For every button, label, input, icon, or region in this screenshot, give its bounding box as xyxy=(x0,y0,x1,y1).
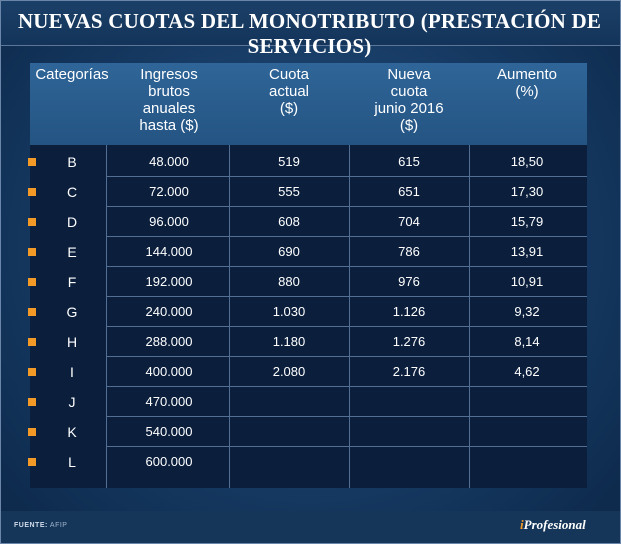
table-cell-new-fee xyxy=(354,447,464,477)
table-cell-increase: 4,62 xyxy=(514,364,540,379)
row-bullet-icon xyxy=(28,158,36,166)
table-cell-income: 144.000 xyxy=(145,244,193,259)
source-note: FUENTE: AFIP xyxy=(14,522,67,529)
table-cell-category: G xyxy=(66,304,78,320)
source-label: FUENTE: xyxy=(14,522,48,529)
table-cell-increase xyxy=(472,417,582,447)
table-cell-current-fee: 1.180 xyxy=(272,334,306,349)
table-cell-category: I xyxy=(70,364,74,380)
column-header-income: Ingresos brutos anuales hasta ($) xyxy=(139,66,199,134)
table-cell-new-fee: 1.126 xyxy=(392,304,426,319)
table-cell-current-fee: 2.080 xyxy=(272,364,306,379)
table-cell-increase: 15,79 xyxy=(510,214,544,229)
table-cell-income: 470.000 xyxy=(145,394,193,409)
table-cell-category: D xyxy=(66,214,78,230)
row-bullet-icon xyxy=(28,278,36,286)
table-cell-category: C xyxy=(66,184,78,200)
table-cell-category: F xyxy=(67,274,77,290)
table-cell-new-fee: 976 xyxy=(398,274,420,289)
row-bullet-icon xyxy=(28,368,36,376)
table-cell-category: K xyxy=(67,424,77,440)
column-divider xyxy=(106,145,107,488)
table-cell-income: 48.000 xyxy=(149,154,189,169)
brand-prefix: i xyxy=(520,517,524,532)
column-header-increase: Aumento (%) xyxy=(496,66,558,100)
column-header-current-fee: Cuota actual ($) xyxy=(268,66,310,117)
table-cell-new-fee xyxy=(354,387,464,417)
table-cell-increase: 18,50 xyxy=(510,154,544,169)
table-cell-category: L xyxy=(68,454,76,470)
table-cell-income: 72.000 xyxy=(149,184,189,199)
row-divider xyxy=(106,296,587,297)
table-cell-income: 96.000 xyxy=(149,214,189,229)
table-cell-new-fee: 786 xyxy=(398,244,420,259)
column-header-category: Categorías xyxy=(35,66,109,83)
brand-logo: iProfesional xyxy=(520,517,586,533)
table-cell-income: 240.000 xyxy=(145,304,193,319)
row-bullet-icon xyxy=(28,188,36,196)
table-cell-category: H xyxy=(66,334,78,350)
row-bullet-icon xyxy=(28,428,36,436)
column-header-new-fee: Nueva cuota junio 2016 ($) xyxy=(374,66,444,134)
table-cell-current-fee xyxy=(234,387,344,417)
page-title: NUEVAS CUOTAS DEL MONOTRIBUTO (PRESTACIÓ… xyxy=(17,9,602,58)
table-cell-category: J xyxy=(68,394,76,410)
row-divider xyxy=(106,386,587,387)
table-cell-increase: 10,91 xyxy=(510,274,544,289)
column-divider xyxy=(349,145,350,488)
row-divider xyxy=(106,206,587,207)
row-divider xyxy=(106,416,587,417)
table-cell-new-fee: 651 xyxy=(398,184,420,199)
table-cell-current-fee: 608 xyxy=(278,214,300,229)
table-cell-current-fee xyxy=(234,447,344,477)
brand-name: Profesional xyxy=(523,517,586,532)
row-divider xyxy=(106,236,587,237)
table-cell-current-fee: 880 xyxy=(278,274,300,289)
table-cell-income: 400.000 xyxy=(145,364,193,379)
table-cell-current-fee: 1.030 xyxy=(272,304,306,319)
table-cell-category: E xyxy=(67,244,77,260)
title-bar xyxy=(1,1,620,46)
row-bullet-icon xyxy=(28,218,36,226)
table-cell-current-fee: 555 xyxy=(278,184,300,199)
row-bullet-icon xyxy=(28,398,36,406)
source-value: AFIP xyxy=(49,522,68,529)
row-divider xyxy=(106,326,587,327)
table-header xyxy=(30,63,587,145)
table-cell-increase: 9,32 xyxy=(514,304,540,319)
table-cell-new-fee xyxy=(354,417,464,447)
row-bullet-icon xyxy=(28,338,36,346)
row-divider xyxy=(106,446,587,447)
row-divider xyxy=(106,356,587,357)
table-cell-new-fee: 1.276 xyxy=(392,334,426,349)
table-cell-increase xyxy=(472,387,582,417)
row-bullet-icon xyxy=(28,308,36,316)
table-cell-current-fee: 690 xyxy=(278,244,300,259)
table-cell-income: 288.000 xyxy=(145,334,193,349)
table-cell-income: 600.000 xyxy=(145,454,193,469)
column-divider xyxy=(229,145,230,488)
table-cell-category: B xyxy=(67,154,77,170)
table-cell-increase xyxy=(472,447,582,477)
table-cell-new-fee: 2.176 xyxy=(392,364,426,379)
table-cell-increase: 13,91 xyxy=(510,244,544,259)
table-cell-new-fee: 615 xyxy=(398,154,420,169)
table-cell-increase: 17,30 xyxy=(510,184,544,199)
column-divider xyxy=(469,145,470,488)
row-bullet-icon xyxy=(28,458,36,466)
table-cell-current-fee: 519 xyxy=(278,154,300,169)
table-cell-increase: 8,14 xyxy=(514,334,540,349)
row-bullet-icon xyxy=(28,248,36,256)
table-cell-new-fee: 704 xyxy=(398,214,420,229)
table-cell-current-fee xyxy=(234,417,344,447)
table-cell-income: 192.000 xyxy=(145,274,193,289)
table-cell-income: 540.000 xyxy=(145,424,193,439)
footer-bar xyxy=(1,511,620,543)
row-divider xyxy=(106,266,587,267)
row-divider xyxy=(106,176,587,177)
